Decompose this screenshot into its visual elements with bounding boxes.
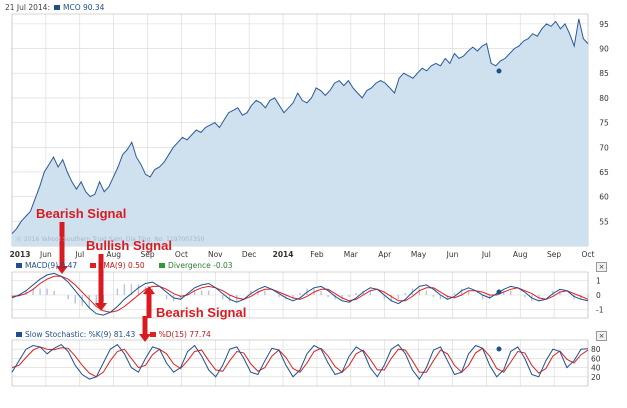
x-tick-label: Sep xyxy=(140,250,154,259)
stochastic-gridlines xyxy=(11,339,589,387)
x-tick-label: Jun xyxy=(39,250,52,259)
stochastic-tick-label: 20 xyxy=(591,373,601,382)
x-tick-label: Mar xyxy=(344,250,359,259)
divergence-legend-swatch xyxy=(159,263,166,268)
x-tick-label: 2013 xyxy=(10,250,31,259)
ema-line xyxy=(11,275,589,313)
x-tick-label: Nov xyxy=(208,250,223,259)
ema-value: 0.50 xyxy=(127,261,145,270)
x-tick-label: Dec xyxy=(242,250,257,259)
price-tick-label: 70 xyxy=(599,143,609,152)
bearish-arrow-2-shaft xyxy=(146,294,152,318)
x-tick-label: Jun xyxy=(446,250,459,259)
x-tick-label: 2014 xyxy=(273,250,294,259)
price-tick-label: 55 xyxy=(599,217,609,226)
macd-marker-dot xyxy=(496,289,502,295)
price-y-axis: 55 60 65 70 75 80 85 90 95 xyxy=(599,20,609,226)
x-tick-label: Jul xyxy=(481,250,491,259)
bearish-arrow-3-shaft xyxy=(142,316,148,334)
current-value-markers xyxy=(496,68,502,352)
d-label: %D(15) xyxy=(158,330,187,339)
divergence-value: -0.03 xyxy=(213,261,233,270)
x-tick-label: Feb xyxy=(310,250,324,259)
stochastic-tick-label: 60 xyxy=(591,354,601,363)
bearish-arrow-1-shaft xyxy=(59,222,65,266)
macd-value: ) 0.47 xyxy=(55,261,78,270)
price-tick-label: 90 xyxy=(599,45,609,54)
macd-label: MACD(9 xyxy=(25,261,56,270)
macd-line xyxy=(11,272,589,316)
stochastic-tick-label: 80 xyxy=(591,345,601,354)
macd-close-button[interactable]: × xyxy=(596,262,607,272)
bearish-signal-label-1: Bearish Signal xyxy=(36,206,127,221)
price-line xyxy=(11,18,589,235)
x-tick-label: May xyxy=(411,250,427,259)
signal-arrows xyxy=(56,222,155,342)
bullish-arrow-shaft xyxy=(98,254,104,303)
x-tick-label: Jul xyxy=(74,250,84,259)
k-value: 81.43 xyxy=(113,330,136,339)
price-tick-label: 60 xyxy=(599,193,609,202)
stochastic-tick-label: 40 xyxy=(591,364,601,373)
divergence-label: Divergence xyxy=(168,261,211,270)
bearish-arrow-3-head xyxy=(139,334,151,342)
d-legend-swatch xyxy=(149,332,156,337)
price-area-fill xyxy=(12,18,588,247)
price-tick-label: 80 xyxy=(599,94,609,103)
macd-tick-label: -1 xyxy=(596,305,604,314)
stochastic-marker-dot xyxy=(496,346,502,352)
stochastic-d-line xyxy=(11,346,589,378)
macd-legend-swatch xyxy=(16,263,22,268)
stochastic-close-button[interactable]: × xyxy=(596,331,607,341)
x-tick-label: Oct xyxy=(175,250,188,259)
x-tick-label: Sep xyxy=(547,250,561,259)
ema-legend-swatch xyxy=(89,263,96,268)
x-tick-label: Aug xyxy=(513,250,528,259)
mco-legend-swatch xyxy=(53,5,60,10)
stochastic-k-line xyxy=(11,343,589,380)
price-marker-dot xyxy=(496,68,502,74)
bearish-arrow-2-head xyxy=(143,286,155,294)
x-tick-label: Apr xyxy=(378,250,392,259)
price-header: 21 Jul 2014: MCO 90.34 xyxy=(5,3,104,12)
bullish-signal-label: Bullish Signal xyxy=(86,238,172,253)
bullish-arrow-head xyxy=(95,303,107,311)
k-label: Slow Stochastic: %K(9) xyxy=(25,330,112,339)
header-symbol: MCO 90.34 xyxy=(62,3,105,12)
price-tick-label: 95 xyxy=(599,20,609,29)
x-tick-label: Aug xyxy=(106,250,121,259)
macd-header: MACD(9) 0.47 EMA(9) 0.50 Divergence -0.0… xyxy=(16,261,233,270)
bearish-signal-label-2: Bearish Signal xyxy=(156,305,247,320)
macd-y-axis: 1 0 -1 xyxy=(596,277,604,315)
price-tick-label: 65 xyxy=(599,168,609,177)
stochastic-header: Slow Stochastic: %K(9) 81.43 %D(15) 77.7… xyxy=(16,330,211,339)
header-date: 21 Jul 2014: xyxy=(5,3,50,12)
macd-tick-label: 1 xyxy=(596,277,601,286)
price-tick-label: 75 xyxy=(599,119,609,128)
copyright-text: © 2016 Yahoo! Southern Trust Sam. Dia Ti… xyxy=(16,236,205,243)
k-legend-swatch xyxy=(16,332,22,337)
ema-label: EMA(9) xyxy=(98,261,126,270)
price-tick-label: 85 xyxy=(599,69,609,78)
x-axis: 2013 Jun Jul Aug Sep Oct Nov Dec 2014 Feb Mar Apr Ma… xyxy=(10,250,595,259)
x-tick-label: Oct xyxy=(582,250,595,259)
bearish-arrow-1-head xyxy=(56,266,68,274)
d-value: 77.74 xyxy=(189,330,211,339)
macd-tick-label: 0 xyxy=(596,291,601,300)
stochastic-frame xyxy=(11,339,589,387)
